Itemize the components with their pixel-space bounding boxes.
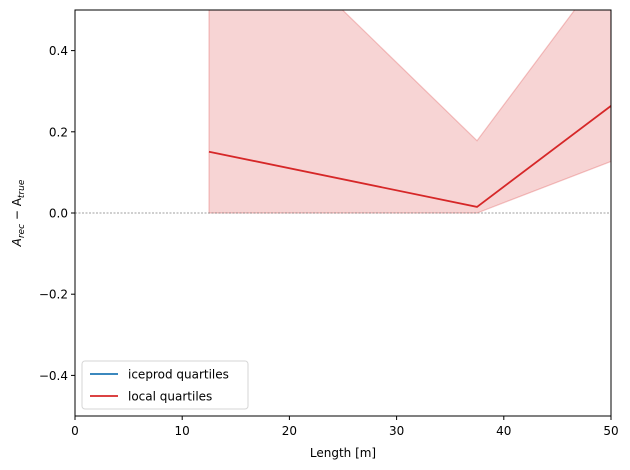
y-axis-label-sub2: true	[17, 179, 27, 198]
legend-label-0: iceprod quartiles	[128, 368, 229, 382]
y-tick-label-1: −0.2	[39, 288, 68, 302]
legend: iceprod quartiles local quartiles	[81, 360, 249, 410]
y-axis-label-main: A	[10, 238, 24, 247]
line-layer	[208, 105, 611, 208]
y-tick-label-0: −0.4	[39, 369, 68, 383]
legend-label-1: local quartiles	[128, 390, 212, 404]
series-1-line	[208, 105, 611, 208]
y-tick-label-3: 0.2	[49, 125, 68, 139]
x-tick-label-4: 40	[496, 424, 511, 438]
x-tick-label-0: 0	[71, 424, 79, 438]
y-axis-label-minus: − A	[10, 197, 24, 224]
y-axis-label: Arec − Atrue	[10, 179, 27, 247]
ticks: 0 10 20 30 40 50 −0.4 −0.2 0.0 0.2 0.4	[39, 44, 619, 438]
band-layer	[208, 10, 611, 214]
y-tick-label-2: 0.0	[49, 207, 68, 221]
legend-box	[81, 360, 249, 410]
x-tick-label-2: 20	[282, 424, 297, 438]
series-1-band	[208, 10, 611, 214]
x-tick-label-1: 10	[175, 424, 190, 438]
x-tick-label-3: 30	[389, 424, 404, 438]
x-axis-label: Length [m]	[310, 446, 376, 460]
y-axis-label-sub1: rec	[17, 224, 27, 238]
y-tick-label-4: 0.4	[49, 44, 68, 58]
x-tick-label-5: 50	[603, 424, 618, 438]
